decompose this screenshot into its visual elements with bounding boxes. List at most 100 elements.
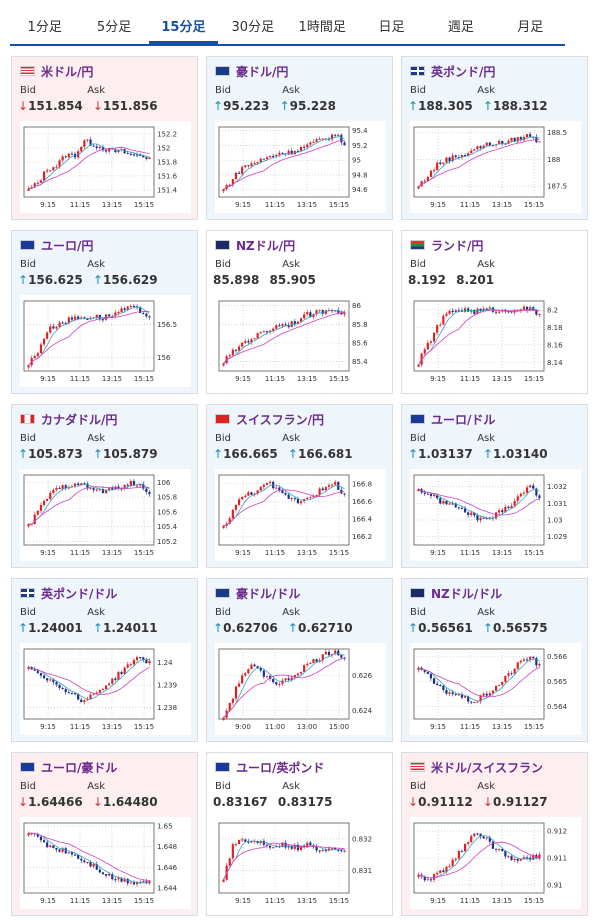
candlestick-chart[interactable]: 9:15 11:15 13:15 15:15 156.5 156 [20,295,191,387]
candlestick-chart[interactable]: 9:15 11:15 13:15 15:15 166.8 166.6 166.4 166.2 [215,469,386,561]
candle-down [145,157,148,159]
rate-card[interactable]: NZドル/円 Bid Ask 85.898 85.905 9:15 11:15 13… [206,230,393,394]
candlestick-chart[interactable]: 9:15 11:15 13:15 15:15 152.2 152 151.8 151.6 151… [20,121,191,213]
candle-down [58,487,61,489]
rate-card[interactable]: 豪ドル/円 Bid Ask ↑95.223 ↑95.228 9:15 11:15 1… [206,56,393,220]
candlestick-chart[interactable]: 9:15 11:15 13:15 15:15 0.832 0.831 [215,817,386,909]
candlestick-chart[interactable]: 9:15 11:15 13:15 15:15 188.5 188 187.5 [410,121,581,213]
y-tick-label: 94.6 [352,186,368,194]
pair-link[interactable]: スイスフラン/円 [236,412,325,427]
tab-3[interactable]: 30分足 [231,20,275,35]
pair-link[interactable]: カナダドル/円 [41,412,118,427]
candle-up [343,312,346,315]
candle-up [89,694,92,700]
pair-link[interactable]: 豪ドル/円 [236,64,289,79]
bid-ask-labels: Bid Ask [215,607,300,618]
ask-label: Ask [477,607,496,618]
plot-frame [23,648,155,720]
tab-6[interactable]: 週足 [447,20,474,35]
bid-ask-labels: Bid Ask [20,85,105,96]
rate-card[interactable]: ランド/円 Bid Ask 8.192 8.201 9:15 11:15 13:15… [401,230,588,394]
candle-up [244,673,247,676]
candlestick-chart[interactable]: 9:15 11:15 13:15 15:15 0.912 0.911 0.91 [410,817,581,909]
chart-svg: 9:15 11:15 13:15 15:15 8.2 8.18 8.16 8.14 [413,300,563,383]
candlestick-chart[interactable]: 9:15 11:15 13:15 15:15 106 105.8 105.6 105.4 105… [20,469,191,561]
bid-value: ↓1.64466 [18,795,83,809]
pair-link[interactable]: NZドル/ドル [431,586,503,601]
rate-card[interactable]: 豪ドル/ドル Bid Ask ↑0.62706 ↑0.62710 9:00 11:… [206,578,393,742]
pair-link[interactable]: ユーロ/豪ドル [41,760,118,775]
tab-7[interactable]: 月足 [517,20,544,35]
candlestick-chart[interactable]: 9:15 11:15 13:15 15:15 0.566 0.565 0.564 [410,643,581,735]
candle-down [114,678,117,680]
candlestick-chart[interactable]: 9:15 11:15 13:15 15:15 86 85.8 85.6 85.4 [215,295,386,387]
pair-link[interactable]: ユーロ/ドル [431,412,496,427]
plot-frame [23,474,155,546]
rate-card[interactable]: ユーロ/豪ドル Bid Ask ↓1.64466 ↓1.64480 9:15 11… [11,752,198,916]
candle-down [67,692,70,694]
ask-value: ↑188.312 [482,99,548,113]
candle-down [36,670,39,673]
candle-up [123,878,126,882]
candle-down [92,145,95,147]
bid-value: ↑0.62706 [213,621,278,635]
pair-link[interactable]: 米ドル/スイスフラン [431,760,544,775]
pair-link[interactable]: 英ポンド/ドル [41,586,118,601]
bid-label: Bid [20,781,36,792]
candle-up [222,717,225,720]
rate-card[interactable]: ユーロ/ドル Bid Ask ↑1.03137 ↑1.03140 9:15 11:… [401,404,588,568]
tab-0[interactable]: 1分足 [27,20,62,35]
rate-card[interactable]: スイスフラン/円 Bid Ask ↑166.665 ↑166.681 9:15 1… [206,404,393,568]
candle-down [64,848,67,854]
candle-down [340,655,343,658]
y-tick-label: 188.5 [547,129,567,137]
tab-4[interactable]: 1時間足 [298,20,346,35]
pair-link[interactable]: ユーロ/円 [41,238,94,253]
candle-up [525,134,529,137]
candlestick-chart[interactable]: 9:15 11:15 13:15 15:15 95.4 95.2 95 94.8 94.6 [215,121,386,213]
candle-up [222,525,225,528]
tab-2[interactable]: 15分足 [148,10,219,44]
pair-link[interactable]: 豪ドル/ドル [236,586,301,601]
candlestick-chart[interactable]: 9:15 11:15 13:15 15:15 1.032 1.031 1.03 1.029 [410,469,581,561]
rate-card[interactable]: ユーロ/英ポンド Bid Ask 0.83167 0.83175 9:15 11:… [206,752,393,916]
rate-card[interactable]: 英ポンド/円 Bid Ask ↑188.305 ↑188.312 9:15 11:… [401,56,588,220]
candle-up [318,138,321,140]
tab-1[interactable]: 5分足 [96,20,132,35]
x-tick-label: 15:15 [524,897,544,905]
x-tick-label: 9:15 [235,375,251,383]
candle-down [98,869,101,873]
candlestick-chart[interactable]: 9:15 11:15 13:15 15:15 1.65 1.648 1.646 1.644 [20,817,191,909]
candle-up [33,356,36,359]
candle-down [132,305,136,307]
ma-short-line [28,143,150,190]
candle-up [334,482,337,485]
candle-down [117,486,120,489]
rate-card[interactable]: 米ドル/スイスフラン Bid Ask ↓0.91112 ↓0.91127 9:1… [401,752,588,916]
rate-card[interactable]: 米ドル/円 Bid Ask ↓151.854 ↓151.856 9:15 11:1… [11,56,198,220]
candlestick-chart[interactable]: 9:15 11:15 13:15 15:15 1.24 1.239 1.238 [20,643,191,735]
candle-up [460,154,464,158]
pair-link[interactable]: 英ポンド/円 [431,64,496,79]
rate-card[interactable]: NZドル/ドル Bid Ask ↑0.56561 ↑0.56575 9:15 11… [401,578,588,742]
tab-5[interactable]: 日足 [378,20,405,35]
candle-down [343,493,346,495]
candle-down [42,675,46,679]
rate-card[interactable]: カナダドル/円 Bid Ask ↑105.873 ↑105.879 9:15 11… [11,404,198,568]
candle-up [513,668,516,674]
candlestick-chart[interactable]: 9:00 11:00 13:00 15:00 0.626 0.624 [215,643,386,735]
x-tick-label: 11:15 [265,897,285,905]
candle-up [259,486,262,491]
pair-link[interactable]: 米ドル/円 [41,64,94,79]
candle-up [467,153,470,156]
rate-card[interactable]: 英ポンド/ドル Bid Ask ↑1.24001 ↑1.24011 9:15 11… [11,578,198,742]
pair-link[interactable]: NZドル/円 [236,238,296,253]
candle-up [268,481,272,483]
pair-link[interactable]: ユーロ/英ポンド [236,760,325,775]
x-tick-label: 15:15 [524,375,544,383]
candle-down [101,146,105,151]
rate-card[interactable]: ユーロ/円 Bid Ask ↑156.625 ↑156.629 9:15 11:1… [11,230,198,394]
pair-link[interactable]: ランド/円 [431,238,484,253]
candle-down [33,669,36,671]
candlestick-chart[interactable]: 9:15 11:15 13:15 15:15 8.2 8.18 8.16 8.14 [410,295,581,387]
